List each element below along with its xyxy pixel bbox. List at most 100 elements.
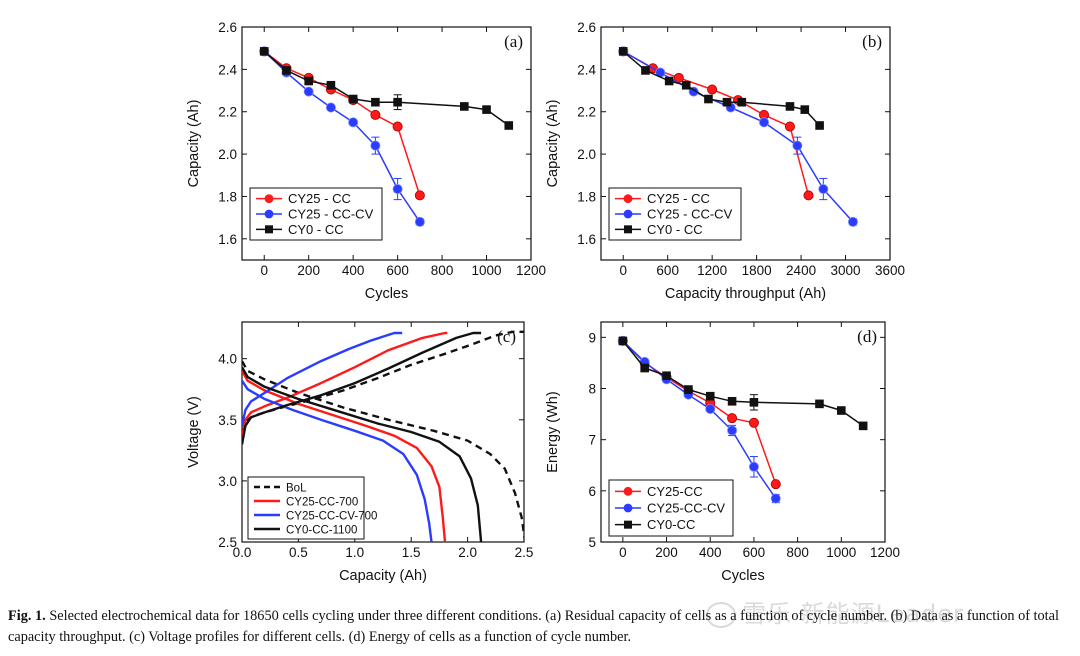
- data-point: [618, 336, 628, 346]
- legend-label: CY0 - CC: [647, 222, 703, 237]
- series-line: [622, 340, 864, 427]
- x-tick-label: 0.5: [289, 545, 308, 560]
- data-point: [858, 421, 868, 431]
- series-line: [242, 331, 403, 427]
- legend-label: CY0-CC: [647, 517, 695, 532]
- data-point: [348, 94, 358, 104]
- data-point: [664, 76, 674, 86]
- data-point: [326, 80, 336, 90]
- series-cy25-cc-cv: [259, 46, 425, 227]
- figure-caption: Fig. 1. Selected electrochemical data fo…: [8, 606, 1072, 648]
- plot-frame: [600, 321, 886, 543]
- legend-label: CY25 - CC-CV: [288, 207, 374, 222]
- series-line: [242, 331, 482, 445]
- y-tick-label: 2.2: [577, 105, 596, 120]
- x-tick-label: 0: [260, 263, 268, 278]
- x-tick-label: 0: [619, 263, 627, 278]
- panel-b: 0 600 1200 1800 2400 3000 3600 1.6 1.8 2.0 2.2 2.4 2…: [545, 20, 905, 302]
- data-point: [414, 216, 425, 227]
- x-tick-label: 600: [656, 263, 679, 278]
- x-tick-label: 0: [619, 545, 627, 560]
- panel-label: (c): [497, 327, 516, 346]
- caption-text: Selected electrochemical data for 18650 …: [8, 608, 1059, 645]
- series-line: [263, 50, 510, 127]
- data-point: [749, 398, 759, 407]
- legend-marker: [264, 194, 274, 204]
- data-point: [482, 105, 491, 114]
- data-point: [282, 66, 291, 75]
- legend-marker: [264, 209, 274, 219]
- x-tick-label: 3600: [875, 263, 905, 278]
- legend: BoL CY25-CC-700 CY25-CC-CV-700 CY0-CC-1100: [247, 476, 377, 540]
- data-point: [759, 117, 770, 128]
- series-cy25-cc-cv: [618, 46, 858, 227]
- y-tick-label: 2.6: [577, 20, 596, 35]
- x-tick-label: 1.5: [402, 545, 421, 560]
- data-point: [785, 102, 795, 111]
- data-point: [770, 479, 781, 490]
- data-point: [371, 97, 380, 107]
- series-line: [242, 370, 447, 542]
- y-tick-label: 5: [588, 535, 596, 550]
- data-point: [737, 97, 747, 107]
- series-line: [242, 331, 448, 439]
- data-point: [705, 391, 715, 401]
- watermark-logo-icon: [706, 602, 736, 628]
- y-axis-label: Capacity (Ah): [186, 100, 202, 188]
- panel-label: (b): [862, 32, 882, 51]
- y-tick-label: 2.4: [218, 62, 237, 77]
- series-cy25-cc-700: [242, 331, 448, 542]
- data-point: [770, 493, 781, 504]
- legend-label: CY25-CC: [647, 484, 703, 499]
- data-point: [784, 121, 795, 132]
- data-point: [393, 97, 402, 107]
- data-point: [684, 385, 693, 394]
- data-point: [748, 417, 759, 428]
- legend-marker: [624, 520, 632, 529]
- legend-label: CY25 - CC-CV: [647, 207, 733, 222]
- x-tick-label: 1200: [516, 263, 546, 278]
- x-tick-label: 200: [655, 545, 678, 560]
- series-line: [242, 366, 483, 542]
- x-tick-label: 400: [699, 545, 722, 560]
- data-point: [618, 47, 628, 56]
- x-tick-label: 1800: [742, 263, 772, 278]
- data-point: [818, 184, 829, 195]
- data-point: [792, 140, 803, 151]
- data-point: [727, 425, 738, 436]
- legend-marker: [623, 209, 633, 219]
- x-tick-label: 1.0: [345, 545, 364, 560]
- y-axis-label: Voltage (V): [186, 396, 202, 468]
- x-tick-label: 2.5: [515, 545, 534, 560]
- x-tick-label: 3000: [831, 263, 861, 278]
- watermark: 雪乐 新能源Leader: [706, 594, 964, 629]
- panel-label: (a): [504, 32, 523, 51]
- y-tick-label: 9: [588, 330, 596, 345]
- series-cy0-cc: [618, 47, 824, 130]
- panel-label: (d): [857, 327, 877, 346]
- x-tick-label: 2.0: [458, 545, 477, 560]
- data-point: [370, 140, 381, 151]
- data-point: [504, 121, 514, 130]
- plot-frame: [241, 26, 532, 261]
- legend-label: CY25 - CC: [288, 191, 351, 206]
- data-point: [662, 371, 671, 381]
- legend-marker: [623, 194, 633, 204]
- x-tick-label: 0.0: [233, 545, 252, 560]
- series-cy25-cc-cv-700: [242, 331, 433, 542]
- y-tick-label: 1.6: [577, 232, 596, 247]
- x-axis-label: Capacity throughput (Ah): [665, 286, 826, 302]
- x-axis-label: Capacity (Ah): [339, 568, 427, 584]
- y-tick-label: 1.6: [218, 232, 237, 247]
- legend-marker: [623, 486, 633, 496]
- x-tick-label: 800: [786, 545, 809, 560]
- data-point: [837, 406, 846, 415]
- x-axis-label: Cycles: [365, 286, 409, 302]
- data-point: [640, 363, 649, 373]
- data-point: [460, 102, 469, 111]
- legend-label: CY25-CC-CV: [647, 501, 725, 516]
- legend-marker: [624, 225, 632, 234]
- legend-label: BoL: [286, 483, 307, 495]
